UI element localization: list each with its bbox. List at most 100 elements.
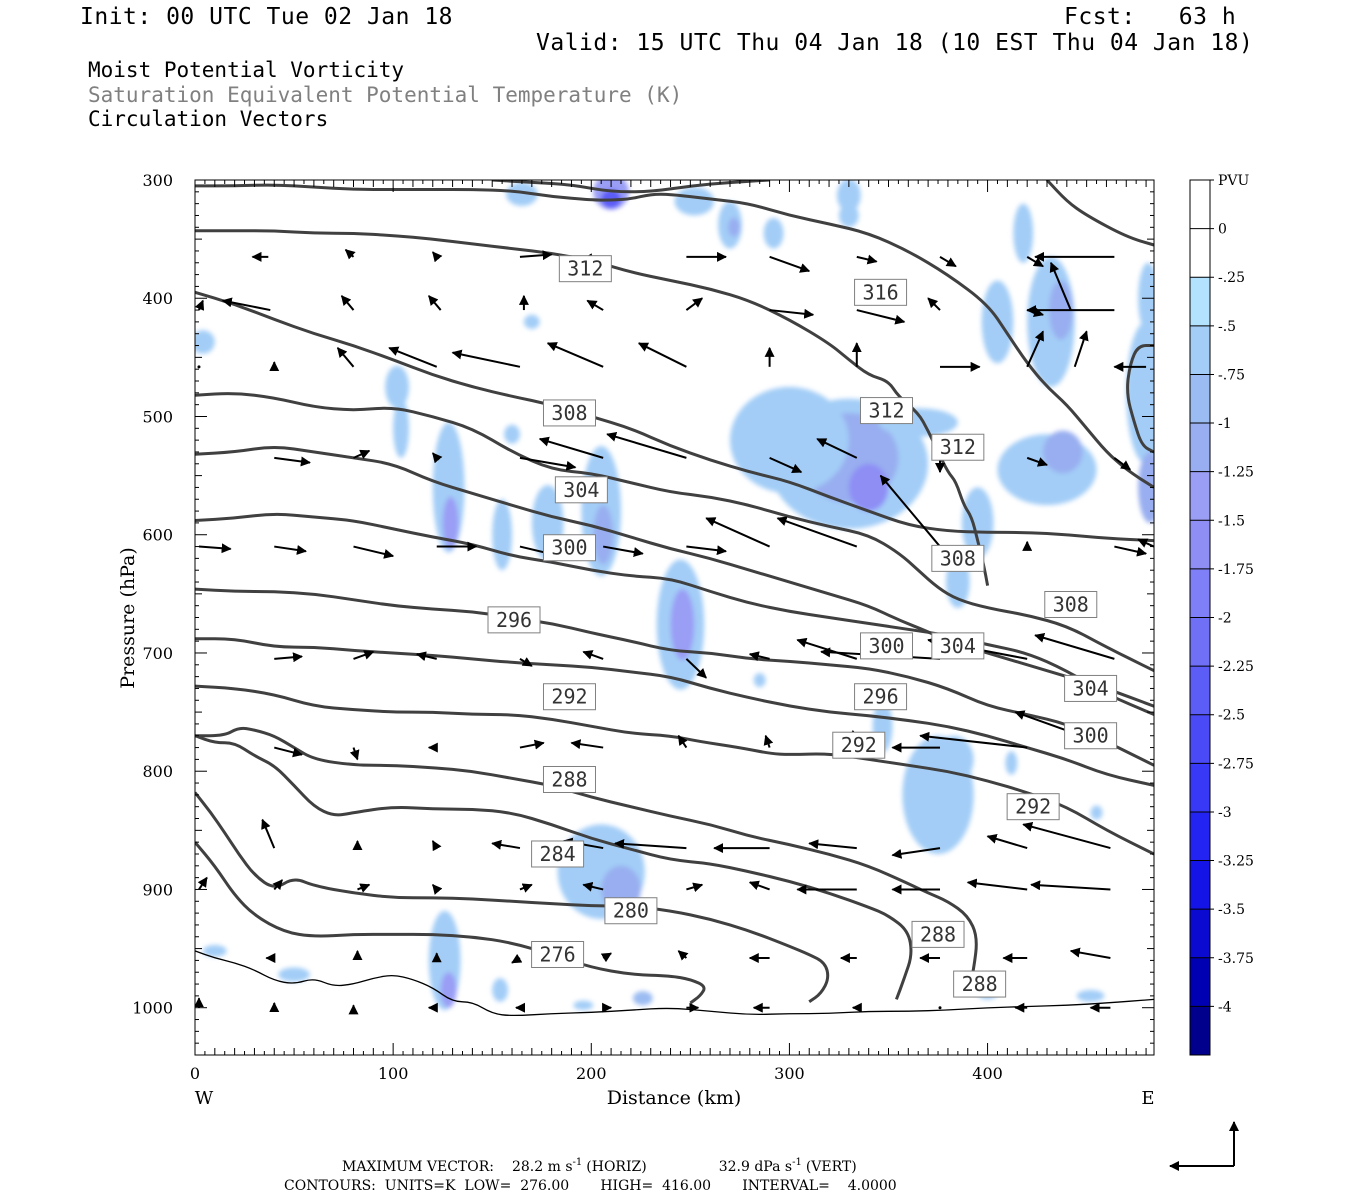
pv-patch [442,496,459,549]
colorbar-label: -3.5 [1218,902,1245,918]
theta-e-contour [195,726,978,997]
circulation-vector [274,652,303,663]
terrain-profile [195,950,1154,1017]
contour-label: 280 [604,897,658,925]
pv-patch [1043,430,1083,474]
circulation-vector [966,878,1028,891]
circulation-vector [685,658,707,679]
y-tick-label: 300 [142,171,173,190]
contour-label: 308 [931,544,985,572]
colorbar-label: -1.5 [1218,513,1245,529]
colorbar-segment [1190,1006,1210,1055]
contour-label: 300 [542,534,596,562]
circulation-vector [686,545,728,556]
circulation-vector [939,255,957,268]
contour-label: 304 [1064,674,1118,702]
circulation-vector [1114,545,1148,557]
footer-contours: CONTOURS: UNITS=K LOW= 276.00 HIGH= 416.… [284,1178,897,1194]
contour-label: 300 [860,632,914,660]
contour-label-box [1006,793,1060,821]
circulation-vector [927,297,941,311]
contour-label: 312 [931,433,985,461]
field-1-title: Moist Potential Vorticity [88,58,405,82]
pv-patch [836,180,861,212]
theta-e-contour [1045,180,1154,247]
pv-patch [1090,805,1103,820]
pv-shading [195,180,1154,1011]
colorbar-label: -3.75 [1218,951,1254,967]
contour-label-box [1064,722,1118,750]
circulation-vector [570,739,604,750]
pv-patch [670,589,695,661]
circulation-vector [1113,457,1132,471]
theta-e-contour [195,637,1154,787]
circulation-vector [769,255,811,273]
circulation-vector [519,883,533,893]
pv-patch [1005,751,1018,775]
pv-patch [195,330,215,354]
circulation-vector [336,347,355,368]
pv-patch [593,505,614,565]
colorbar-segment [1190,374,1210,424]
pv-patch [492,978,509,1002]
contour-label: 296 [854,683,908,711]
contour-label: 292 [1006,793,1060,821]
circulation-vector [546,342,604,368]
circulation-vector [353,449,371,460]
circulation-vector [763,734,774,748]
contour-label-box [832,731,886,759]
pv-patch [632,991,653,1006]
circulation-vector [195,299,205,311]
circulation-vector [677,950,689,961]
circulation-vector [600,952,612,963]
contour-label: 304 [931,632,985,660]
circulation-vector [769,456,803,473]
contour-label-box [931,433,985,461]
circulation-vector [340,295,355,311]
circulation-vector [582,881,604,892]
circulation-vector [388,346,438,368]
colorbar-segment [1190,180,1210,229]
contour-label-text: 280 [613,899,649,923]
contour-label-box [558,255,612,283]
circulation-vector [511,953,523,964]
colorbar-segment [1190,617,1210,667]
colorbar-segment [1190,228,1210,278]
colorbar-label: -4 [1218,999,1232,1015]
colorbar-segment [1190,763,1210,812]
contour-label-text: 316 [863,280,899,304]
x-tick-label: 400 [972,1064,1003,1083]
circulation-vector [349,747,360,761]
colorbar-title: PVU [1218,173,1250,189]
pv-patch [492,499,513,571]
circulation-vector [606,432,687,459]
contour-label-text: 288 [920,922,956,946]
circulation-vector [796,637,858,660]
contour-label: 316 [854,278,908,306]
circulation-vector [415,651,437,662]
contour-label: 304 [554,476,608,504]
colorbar-label: -2.5 [1218,708,1245,724]
contour-label-box [554,476,608,504]
colorbar-label: -1 [1218,416,1232,432]
contour-label-text: 308 [1053,592,1089,616]
colorbar-segment [1190,860,1210,910]
y-tick-label: 500 [142,407,173,426]
circulation-vector [1073,330,1089,368]
pv-patch [1076,989,1105,1002]
contour-label: 276 [531,940,585,968]
circulation-vector [856,309,906,325]
contour-label: 296 [487,606,541,634]
circulation-vector [198,543,232,554]
y-tick-label: 1000 [132,999,173,1018]
contour-labels: 312 316 308 312 312 304 300 308 296 308 300 304 292 2… [487,255,1118,998]
x-axis-east-label: E [1141,1088,1154,1109]
circulation-vector [432,251,443,263]
pv-patch [506,182,538,207]
x-axis-west-label: W [195,1088,214,1109]
theta-e-contour [195,183,1154,489]
contour-label-text: 308 [940,546,976,570]
contour-label-box [542,683,596,711]
x-tick-label: 100 [378,1064,409,1083]
contour-label-box [953,970,1007,998]
